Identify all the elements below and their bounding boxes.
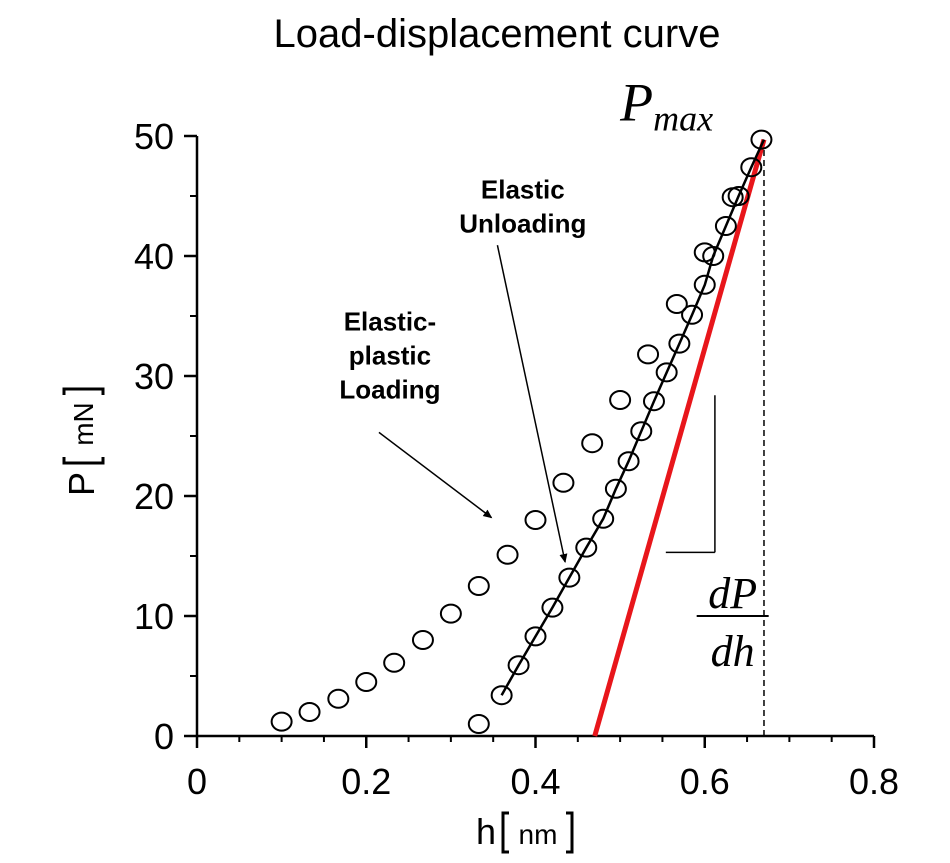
- x-tick-label: 0: [187, 761, 207, 802]
- data-point: [693, 274, 716, 295]
- elastic-plastic-loading-label-line: plastic: [349, 340, 431, 370]
- data-point: [668, 333, 691, 354]
- data-point: [740, 157, 763, 178]
- data-point: [655, 362, 678, 383]
- elastic-plastic-loading-label-line: Elastic-: [344, 306, 437, 336]
- data-point: [467, 576, 490, 596]
- data-point: [727, 186, 750, 206]
- pmax-label: Pmax: [619, 72, 713, 138]
- pmax-subscript: max: [653, 98, 713, 138]
- data-point: [496, 544, 519, 565]
- data-point: [702, 246, 725, 266]
- unloading-stiffness-line: [592, 138, 767, 737]
- x-axis-label: h nm: [476, 811, 574, 854]
- data-point: [604, 478, 627, 499]
- x-axis-left-bracket: [501, 811, 509, 854]
- data-point: [383, 652, 406, 673]
- chart-title: Load-displacement curve: [274, 12, 721, 56]
- data-point: [524, 510, 547, 530]
- y-tick-label: 30: [134, 356, 174, 397]
- y-ticks: 0 10 20 30 40 50: [134, 116, 197, 757]
- x-axis-unit: nm: [519, 819, 558, 850]
- x-tick-label: 0.6: [680, 761, 730, 802]
- data-point: [630, 421, 653, 442]
- data-point: [439, 603, 462, 624]
- data-point: [411, 630, 434, 650]
- data-points: [270, 129, 773, 734]
- x-tick-label: 0.2: [341, 761, 391, 802]
- y-axis-symbol: P: [61, 472, 102, 496]
- data-point: [637, 344, 660, 365]
- data-point: [714, 216, 737, 236]
- data-point: [298, 702, 321, 722]
- data-point: [467, 714, 490, 734]
- data-point: [681, 304, 704, 325]
- slope-triangle: [665, 395, 716, 554]
- x-ticks: 0 0.2 0.4 0.6 0.8: [187, 736, 899, 802]
- y-tick-label: 20: [134, 476, 174, 517]
- data-point: [552, 472, 575, 493]
- y-tick-label: 10: [134, 596, 174, 637]
- data-point: [355, 672, 378, 692]
- data-point: [750, 129, 773, 150]
- slope-numerator: dP: [708, 569, 757, 618]
- data-point: [642, 391, 665, 412]
- data-point: [507, 655, 530, 676]
- elastic-plastic-loading-arrow: [378, 431, 493, 519]
- x-axis-symbol: h: [476, 811, 496, 852]
- elastic-plastic-loading-label-line: Loading: [339, 374, 440, 404]
- data-point: [490, 685, 513, 706]
- data-point: [270, 711, 293, 732]
- y-tick-label: 40: [134, 236, 174, 277]
- data-point: [524, 626, 547, 647]
- y-tick-label: 50: [134, 116, 174, 157]
- elastic-unloading-label-line: Elastic: [481, 174, 565, 204]
- data-point: [592, 508, 615, 529]
- data-point: [609, 390, 632, 410]
- y-axis-unit: mN: [68, 402, 99, 446]
- data-point: [327, 688, 350, 709]
- elastic-unloading-label-line: Unloading: [459, 208, 586, 238]
- y-axis-left-bracket: [62, 457, 105, 465]
- data-point: [581, 433, 604, 454]
- data-point: [558, 567, 581, 588]
- elastic-unloading-annotation: Elastic Unloading: [459, 174, 586, 563]
- y-tick-label: 0: [154, 716, 174, 757]
- x-tick-label: 0.8: [849, 761, 899, 802]
- data-point: [541, 597, 564, 618]
- elastic-plastic-loading-annotation: Elastic-plastic Loading: [339, 306, 493, 519]
- elastic-unloading-arrow: [496, 245, 568, 563]
- slope-denominator: dh: [711, 627, 755, 676]
- data-point: [665, 294, 688, 314]
- data-point: [617, 451, 640, 472]
- data-point: [575, 537, 598, 558]
- pmax-base: P: [619, 72, 653, 132]
- y-axis-right-bracket: [62, 387, 105, 395]
- x-axis-right-bracket: [566, 811, 574, 854]
- x-tick-label: 0.4: [510, 761, 560, 802]
- y-axis-label: P mN: [61, 387, 105, 496]
- slope-label: dP dh: [696, 569, 769, 676]
- unloading-fit-curve: [500, 139, 766, 696]
